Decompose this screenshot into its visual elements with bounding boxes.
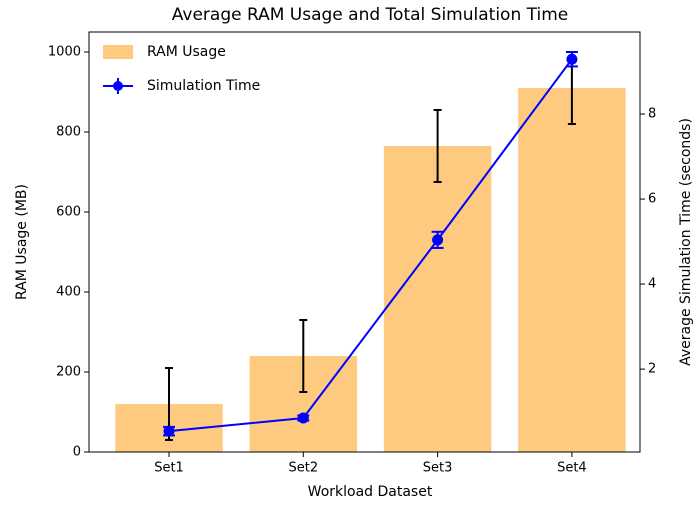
legend-swatch (113, 81, 123, 91)
bar (518, 88, 626, 452)
y-axis-label: RAM Usage (MB) (14, 184, 30, 300)
point (432, 234, 444, 246)
y2-tick-label: 6 (648, 192, 656, 207)
x-tick-label: Set2 (288, 461, 318, 476)
line (168, 58, 573, 433)
legend-label: RAM Usage (147, 44, 226, 60)
legend-swatch (103, 45, 133, 59)
x-axis-label: Workload Dataset (308, 484, 433, 500)
point (566, 53, 578, 65)
y-tick-label: 1000 (48, 45, 81, 60)
x-tick-label: Set4 (557, 461, 587, 476)
error-bar (299, 319, 308, 393)
plot-frame (88, 31, 641, 453)
y-tick-label: 200 (56, 365, 81, 380)
y2-axis-label: Average Simulation Time (seconds) (678, 118, 694, 366)
point (163, 425, 175, 437)
bar (383, 146, 492, 452)
x-tick-label: Set3 (423, 461, 453, 476)
y2-tick-label: 4 (648, 277, 656, 292)
y-tick-label: 600 (56, 205, 81, 220)
error-bar (433, 109, 442, 183)
y-tick-label: 0 (73, 445, 81, 460)
y2-tick-label: 8 (648, 107, 656, 122)
chart-title: Average RAM Usage and Total Simulation T… (172, 5, 568, 25)
legend-label: Simulation Time (147, 78, 260, 94)
y2-tick-label: 2 (648, 362, 656, 377)
y-tick-label: 400 (56, 285, 81, 300)
point (297, 412, 309, 424)
x-tick-label: Set1 (154, 461, 184, 476)
y-tick-label: 800 (56, 125, 81, 140)
